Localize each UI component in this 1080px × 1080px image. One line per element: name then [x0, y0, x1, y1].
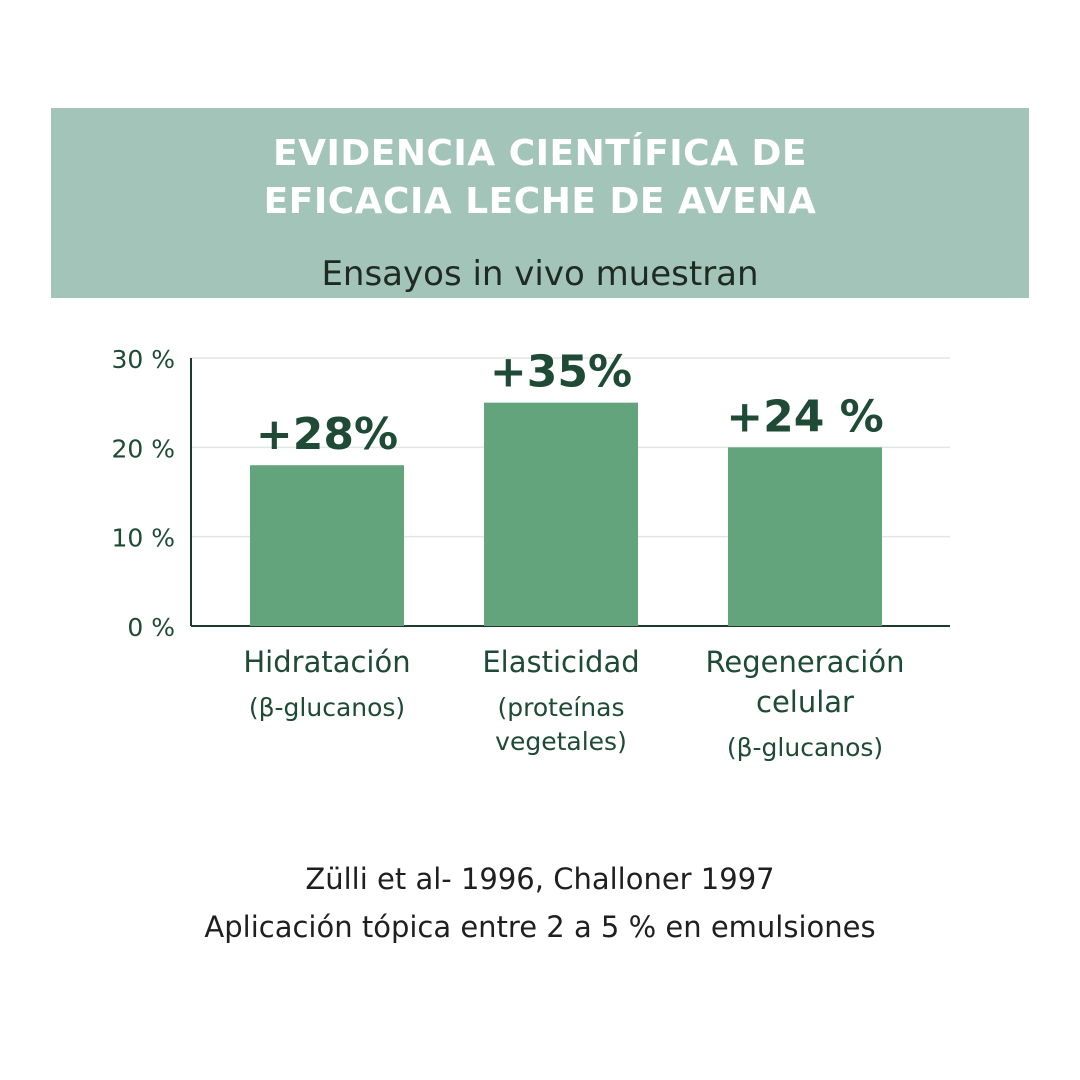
x-tick-label: celular	[756, 685, 854, 719]
page-title: EVIDENCIA CIENTÍFICA DE EFICACIA LECHE D…	[0, 130, 1080, 226]
y-tick-label: 10 %	[111, 524, 175, 553]
x-tick-sublabel: (proteínas	[498, 693, 625, 722]
footer-citation: Zülli et al- 1996, Challoner 1997 Aplica…	[0, 855, 1080, 951]
title-line-2: EFICACIA LECHE DE AVENA	[263, 181, 817, 222]
bar	[250, 465, 404, 626]
bar	[484, 402, 638, 626]
x-tick-label: Elasticidad	[482, 645, 639, 679]
x-tick-sublabel: (β-glucanos)	[249, 693, 405, 722]
y-tick-label: 20 %	[111, 434, 175, 463]
footer-line-2: Aplicación tópica entre 2 a 5 % en emuls…	[204, 910, 876, 944]
page-subtitle: Ensayos in vivo muestran	[321, 254, 759, 294]
data-label: +35%	[490, 347, 632, 398]
bar	[728, 447, 882, 626]
x-tick-sublabel: (β-glucanos)	[727, 733, 883, 762]
x-tick-label: Hidratación	[243, 645, 410, 679]
y-tick-label: 0 %	[127, 613, 175, 642]
x-tick-sublabel: vegetales)	[495, 727, 627, 756]
footer-line-1: Zülli et al- 1996, Challoner 1997	[305, 862, 775, 896]
x-tick-label: Regeneración	[706, 645, 905, 679]
data-label: +28%	[256, 409, 398, 460]
header-band	[51, 108, 1029, 298]
title-line-1: EVIDENCIA CIENTÍFICA DE	[273, 133, 807, 174]
data-label: +24 %	[726, 391, 884, 442]
y-tick-label: 30 %	[111, 345, 175, 374]
